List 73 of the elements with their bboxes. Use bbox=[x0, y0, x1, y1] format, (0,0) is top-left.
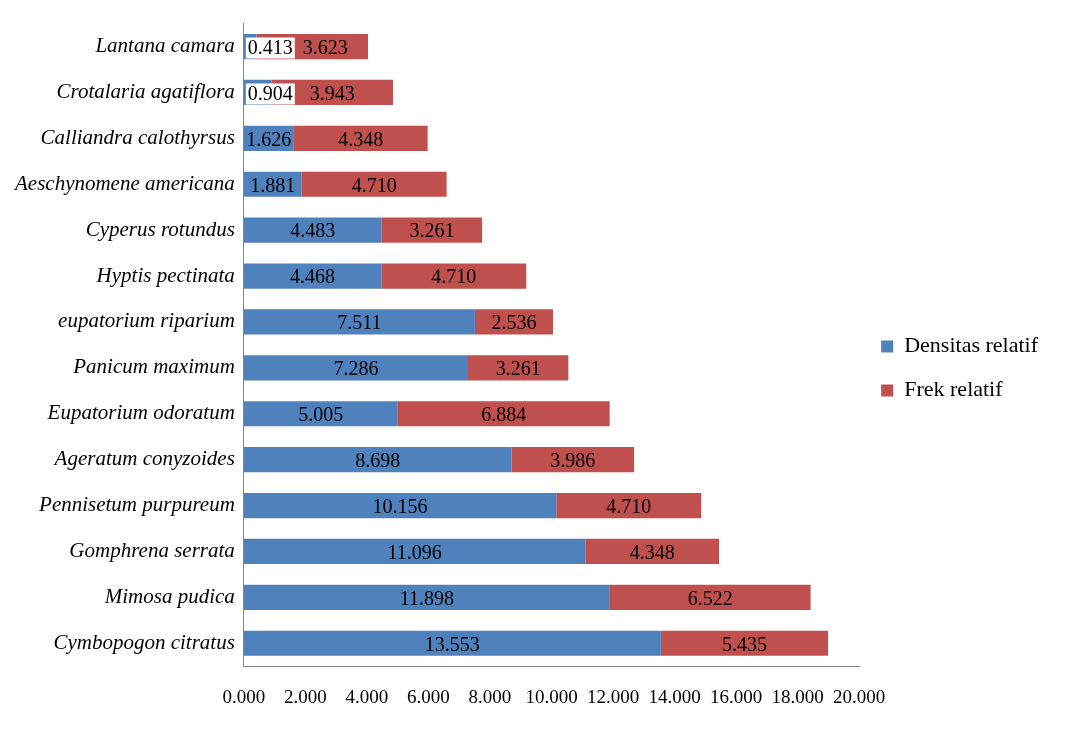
data-label: 0.904 bbox=[247, 81, 293, 104]
data-label: 2.536 bbox=[491, 311, 537, 334]
data-label: 4.348 bbox=[338, 127, 384, 150]
data-label: 1.626 bbox=[246, 127, 292, 150]
y-tick-label: Gomphrena serrata bbox=[69, 537, 235, 562]
bar bbox=[243, 355, 469, 381]
bar bbox=[243, 447, 512, 473]
x-tick-label: 14.000 bbox=[648, 685, 701, 707]
data-label: 6.884 bbox=[481, 403, 527, 425]
data-label: 4.483 bbox=[290, 219, 336, 242]
y-tick-label: Cymbopogon citratus bbox=[53, 629, 235, 654]
y-tick-label: Ageratum conyzoides bbox=[52, 446, 235, 471]
bar bbox=[660, 630, 829, 656]
data-label: 3.986 bbox=[550, 448, 596, 471]
data-label: 4.710 bbox=[431, 265, 477, 288]
y-tick-label: Aeschynomene americana bbox=[12, 170, 235, 195]
data-label: 5.005 bbox=[298, 403, 344, 425]
legend-label: Frek relatif bbox=[904, 376, 1004, 402]
y-tick-label: eupatorium riparium bbox=[58, 308, 235, 333]
bar bbox=[381, 263, 527, 289]
data-label: 3.943 bbox=[309, 81, 355, 104]
y-tick-label: Calliandra calothyrsus bbox=[40, 124, 235, 149]
x-tick-label: 2.000 bbox=[284, 685, 327, 707]
bar bbox=[243, 492, 557, 519]
y-tick-label: Cyperus rotundus bbox=[85, 216, 235, 241]
bar bbox=[243, 217, 382, 243]
data-label: 3.261 bbox=[409, 219, 455, 242]
legend-label: Densitas relatif bbox=[904, 332, 1039, 358]
data-label: 10.156 bbox=[372, 494, 428, 517]
bar bbox=[585, 538, 720, 565]
data-label: 11.096 bbox=[387, 540, 442, 563]
data-label: 7.286 bbox=[333, 357, 379, 380]
x-tick-label: 18.000 bbox=[771, 685, 824, 707]
bar bbox=[243, 584, 610, 610]
data-label: 7.511 bbox=[337, 311, 382, 334]
x-tick-label: 16.000 bbox=[710, 685, 763, 707]
data-label: 1.881 bbox=[250, 173, 296, 196]
x-tick-label: 0.000 bbox=[222, 685, 266, 707]
data-label: 4.348 bbox=[629, 540, 675, 563]
y-tick-label: Hyptis pectinata bbox=[95, 262, 235, 287]
y-tick-label: Pennisetum purpureum bbox=[38, 492, 235, 517]
data-label: 4.710 bbox=[606, 494, 652, 517]
bar bbox=[243, 309, 475, 335]
y-tick-label: Lantana camara bbox=[94, 33, 235, 58]
y-tick-label: Eupatorium odoratum bbox=[46, 400, 235, 425]
data-label: 4.468 bbox=[290, 265, 336, 288]
x-tick-label: 4.000 bbox=[345, 685, 389, 707]
bar bbox=[301, 171, 447, 197]
data-label: 11.898 bbox=[399, 586, 455, 609]
data-label: 5.435 bbox=[721, 632, 767, 655]
bar bbox=[243, 263, 382, 289]
data-label: 8.698 bbox=[355, 448, 401, 471]
bar bbox=[556, 492, 702, 519]
bar bbox=[243, 538, 586, 565]
bar bbox=[243, 401, 398, 427]
x-tick-label: 6.000 bbox=[407, 685, 450, 707]
x-tick-label: 10.000 bbox=[525, 685, 578, 707]
data-label: 0.413 bbox=[247, 35, 293, 58]
data-label: 6.522 bbox=[687, 586, 733, 609]
bar bbox=[609, 584, 811, 610]
bar bbox=[243, 630, 661, 656]
bar bbox=[293, 125, 428, 151]
y-tick-label: Crotalaria agatiflora bbox=[56, 78, 235, 103]
bar bbox=[397, 401, 610, 427]
x-tick-label: 12.000 bbox=[586, 685, 640, 707]
data-label: 13.553 bbox=[424, 632, 480, 655]
data-label: 4.710 bbox=[351, 173, 397, 196]
x-tick-label: 8.000 bbox=[468, 685, 512, 707]
y-tick-label: Mimosa pudica bbox=[103, 583, 235, 608]
y-tick-label: Panicum maximum bbox=[72, 354, 235, 379]
data-label: 3.623 bbox=[302, 35, 348, 58]
data-label: 3.261 bbox=[495, 357, 541, 380]
x-tick-label: 20.000 bbox=[833, 685, 886, 707]
